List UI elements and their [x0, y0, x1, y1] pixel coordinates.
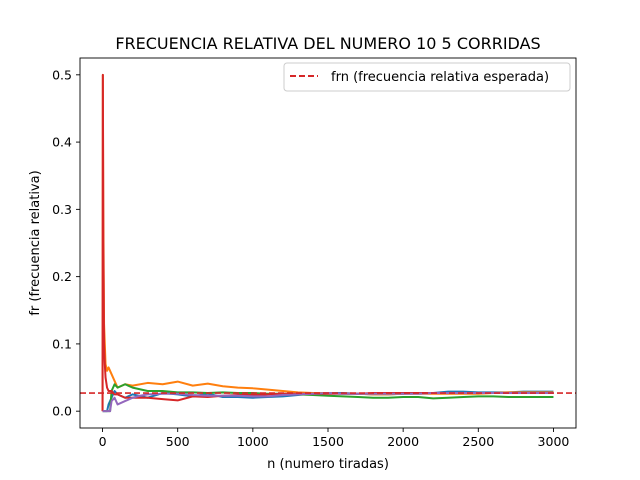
x-tick-label: 2000 [387, 434, 419, 449]
y-tick-label: 0.0 [52, 404, 72, 419]
y-axis-label: fr (frecuencia relativa) [28, 170, 43, 315]
y-tick-label: 0.1 [52, 336, 72, 351]
legend: frn (frecuencia relativa esperada) [283, 62, 571, 92]
axes-layer: 0 500 1000 1500 2000 2500 3000 0.0 0.1 0.2 0.3 0.4 0… [52, 57, 577, 449]
x-tick-label: 3000 [538, 434, 570, 449]
series-line-4 [101, 73, 554, 412]
x-tick-label: 1500 [312, 434, 344, 449]
x-axis-label: n (numero tiradas) [267, 457, 389, 472]
chart-title: FRECUENCIA RELATIVA DEL NUMERO 10 5 CORR… [115, 34, 540, 53]
y-tick-label: 0.2 [52, 269, 72, 284]
y-tick-label: 0.4 [52, 135, 72, 150]
plot-frame [79, 57, 577, 429]
y-tick-label: 0.3 [52, 202, 72, 217]
x-tick-label: 2500 [462, 434, 494, 449]
legend-label-expected: frn (frecuencia relativa esperada) [331, 70, 549, 85]
series-line-2 [101, 73, 554, 412]
x-tick-label: 0 [99, 434, 107, 449]
series-layer [101, 73, 554, 413]
series-line-5 [102, 392, 554, 413]
series-line-1 [102, 390, 554, 413]
x-tick-label: 1000 [237, 434, 269, 449]
x-tick-label: 500 [166, 434, 190, 449]
y-tick-label: 0.5 [52, 67, 72, 82]
series-line-3 [102, 383, 554, 413]
legend-box [283, 62, 571, 92]
